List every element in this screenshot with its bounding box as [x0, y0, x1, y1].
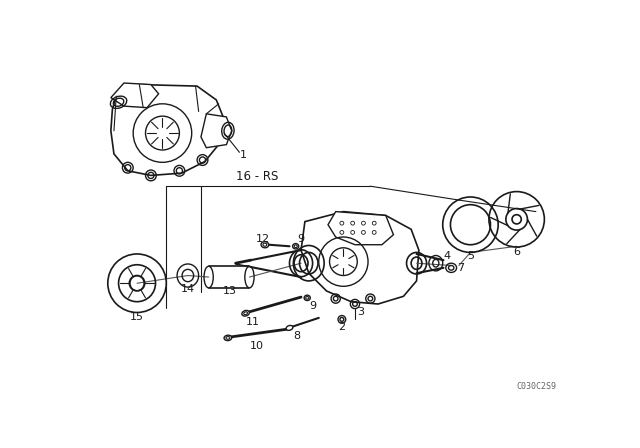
Text: 9: 9	[298, 234, 305, 244]
Polygon shape	[301, 211, 419, 304]
Text: C030C2S9: C030C2S9	[516, 382, 556, 391]
Ellipse shape	[242, 310, 250, 316]
Text: 16 - RS: 16 - RS	[236, 170, 278, 184]
Text: 13: 13	[223, 286, 236, 296]
Text: 14: 14	[180, 284, 195, 293]
Text: 7: 7	[457, 263, 464, 273]
Ellipse shape	[286, 325, 293, 330]
Text: 8: 8	[294, 331, 301, 340]
Ellipse shape	[224, 335, 232, 340]
Text: 3: 3	[358, 307, 365, 317]
Text: 12: 12	[255, 233, 269, 244]
Text: 1: 1	[240, 151, 247, 160]
Text: 10: 10	[250, 341, 264, 351]
Text: 4: 4	[444, 250, 451, 260]
Ellipse shape	[261, 241, 269, 248]
Polygon shape	[111, 85, 224, 176]
Text: 9: 9	[309, 301, 316, 310]
Text: 5: 5	[467, 250, 474, 260]
Polygon shape	[111, 83, 159, 108]
Text: 2: 2	[339, 322, 346, 332]
Text: 6: 6	[513, 247, 520, 257]
Polygon shape	[201, 114, 232, 148]
Polygon shape	[328, 211, 394, 245]
Text: 15: 15	[130, 312, 144, 322]
Text: 11: 11	[246, 317, 260, 327]
